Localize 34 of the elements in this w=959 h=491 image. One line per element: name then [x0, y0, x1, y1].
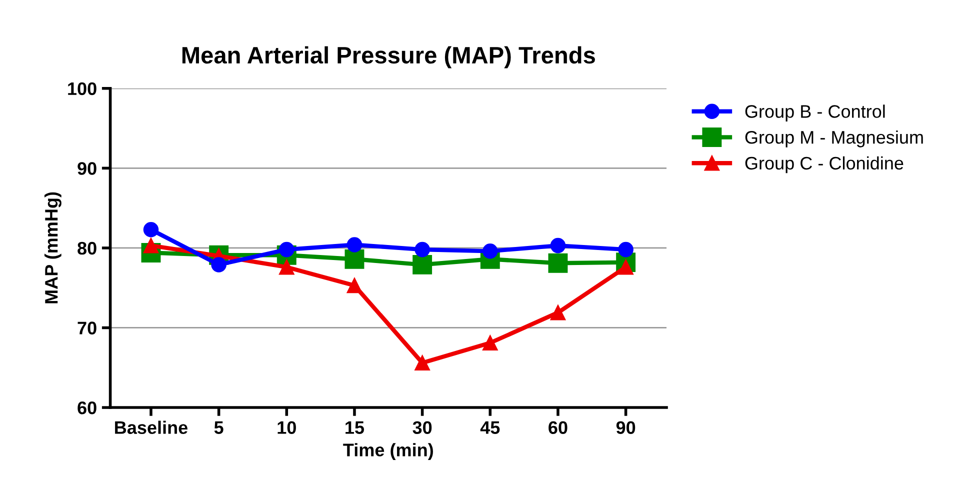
y-tick-label: 90 [78, 162, 96, 175]
x-axis-title: Time (min) [343, 443, 433, 460]
point [482, 335, 498, 351]
legend-label: Group C - Clonidine [745, 156, 904, 174]
x-tick-label: 10 [278, 421, 296, 434]
y-tick-label: 70 [78, 322, 96, 334]
point [344, 249, 364, 269]
x-tick-label: 5 [214, 421, 224, 434]
point [414, 355, 430, 370]
point [279, 259, 294, 275]
y-tick-label: 80 [78, 242, 96, 255]
x-tick-label: 90 [616, 421, 636, 434]
legend-label: Group B - Control [745, 104, 885, 122]
y-tick-label: 100 [68, 82, 96, 96]
point [346, 278, 362, 294]
legend-label: Group M - Magnesium [745, 130, 923, 148]
y-axis-title: MAP (mmHg) [44, 192, 62, 304]
point [482, 244, 498, 259]
point [550, 304, 566, 320]
x-tick-label: 15 [346, 421, 364, 434]
point [550, 238, 566, 254]
point [414, 242, 430, 258]
x-tick-label: 30 [412, 421, 432, 434]
y-tick-label: 60 [78, 401, 96, 414]
point [346, 237, 362, 252]
point [143, 222, 159, 238]
point [548, 253, 568, 273]
point [412, 254, 432, 274]
x-tick-label: 60 [548, 421, 568, 434]
point [211, 257, 226, 272]
point [618, 242, 634, 258]
chart-title: Mean Arterial Pressure (MAP) Trends [182, 46, 595, 68]
x-tick-label: Baseline [115, 420, 188, 434]
x-tick-label: 45 [480, 421, 500, 434]
